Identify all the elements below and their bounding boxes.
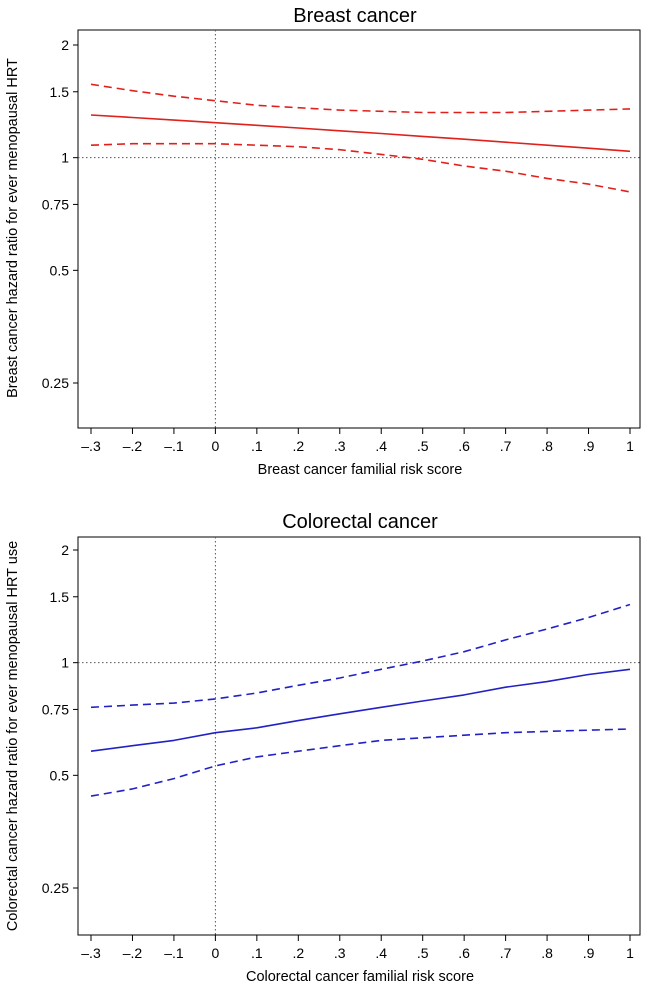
reference-lines [78, 537, 640, 935]
series-lines [90, 603, 631, 797]
x-tick-label: –.3 [81, 438, 101, 454]
x-tick-label: –.2 [123, 438, 143, 454]
x-tick-label: .4 [375, 438, 387, 454]
x-axis-label: Breast cancer familial risk score [258, 462, 463, 478]
y-tick-label: 1.5 [50, 589, 70, 605]
y-tick-label: 0.75 [42, 701, 69, 717]
x-tick-label: .2 [292, 945, 304, 961]
x-axis-ticks: –.3 –.2 –.1 0 .1 .2 .3 .4 .5 .6 .7 .8 .9 1 [81, 935, 634, 961]
y-axis-ticks: 0.25 0.5 0.75 1 1.5 2 [42, 542, 78, 896]
hazard-ratio-line [90, 114, 631, 153]
x-tick-label: 1 [626, 438, 634, 454]
y-tick-label: 0.25 [42, 880, 69, 896]
x-tick-label: 1 [626, 945, 634, 961]
x-tick-label: .5 [417, 945, 429, 961]
x-tick-label: .6 [458, 438, 470, 454]
x-tick-label: .8 [541, 945, 553, 961]
x-axis-label: Colorectal cancer familial risk score [246, 969, 474, 985]
plot-frame [77, 29, 641, 429]
lower-ci-line [90, 728, 631, 797]
x-tick-label: .3 [334, 438, 346, 454]
y-tick-label: 0.5 [50, 767, 70, 783]
x-tick-label: –.1 [164, 945, 184, 961]
x-tick-label: –.1 [164, 438, 184, 454]
x-tick-label: .3 [334, 945, 346, 961]
y-tick-label: 2 [61, 37, 69, 53]
x-tick-label: –.3 [81, 945, 101, 961]
chart-title: Colorectal cancer [282, 511, 438, 533]
plot-frame [77, 536, 641, 936]
x-axis-ticks: –.3 –.2 –.1 0 .1 .2 .3 .4 .5 .6 .7 .8 .9 1 [81, 428, 634, 454]
x-tick-label: –.2 [123, 945, 143, 961]
x-tick-label: .1 [251, 438, 263, 454]
x-tick-label: .7 [500, 945, 512, 961]
x-tick-label: .9 [583, 945, 595, 961]
y-tick-label: 1 [61, 150, 69, 166]
chart-title: Breast cancer [293, 5, 417, 27]
y-tick-label: 0.75 [42, 196, 69, 212]
hazard-ratio-line [90, 668, 631, 752]
y-tick-label: 1 [61, 655, 69, 671]
reference-lines [78, 30, 640, 428]
y-tick-label: 0.5 [50, 262, 70, 278]
x-tick-label: 0 [211, 945, 219, 961]
x-tick-label: .5 [417, 438, 429, 454]
y-tick-label: 2 [61, 542, 69, 558]
x-tick-label: .7 [500, 438, 512, 454]
y-axis-ticks: 0.25 0.5 0.75 1 1.5 2 [42, 37, 78, 391]
y-tick-label: 0.25 [42, 375, 69, 391]
x-tick-label: .8 [541, 438, 553, 454]
x-tick-label: .4 [375, 945, 387, 961]
upper-ci-line [90, 603, 631, 709]
x-tick-label: .9 [583, 438, 595, 454]
series-lines [90, 83, 631, 193]
y-axis-label: Breast cancer hazard ratio for ever meno… [5, 58, 21, 398]
x-tick-label: .1 [251, 945, 263, 961]
y-axis-label: Colorectal cancer hazard ratio for ever … [5, 541, 21, 931]
x-tick-label: .2 [292, 438, 304, 454]
y-tick-label: 1.5 [50, 84, 70, 100]
x-tick-label: 0 [211, 438, 219, 454]
x-tick-label: .6 [458, 945, 470, 961]
